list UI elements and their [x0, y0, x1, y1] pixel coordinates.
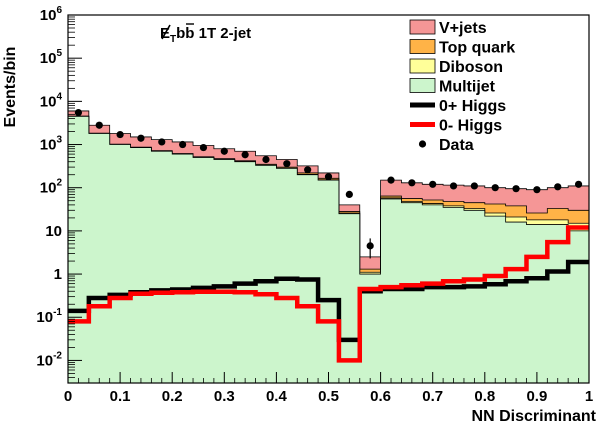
x-tick-label: 0.5 [318, 388, 339, 405]
x-tick-label: 0.1 [110, 388, 131, 405]
data-point [241, 151, 249, 159]
data-point [304, 166, 312, 174]
x-tick-label: 0.7 [422, 388, 443, 405]
data-point [220, 147, 228, 155]
data-point [408, 179, 416, 187]
data-point [366, 242, 374, 250]
data-points [74, 108, 583, 259]
y-tick-label: 102 [40, 178, 63, 197]
y-tick-label: 10 [45, 223, 62, 240]
data-point [345, 190, 353, 198]
legend-label-diboson: Diboson [439, 59, 503, 76]
x-tick-label: 0.9 [526, 388, 547, 405]
data-point [554, 183, 562, 191]
svg-text:ETbb 1T 2-jet: ETbb 1T 2-jet [160, 25, 251, 45]
legend-label-multijet: Multijet [439, 79, 496, 96]
x-tick-label: 0.4 [266, 388, 288, 405]
stacked-histograms [67, 110, 590, 384]
data-point [533, 186, 541, 194]
legend-swatch-data [418, 140, 427, 148]
legend-label-top-quark: Top quark [439, 40, 515, 57]
data-point [158, 138, 166, 146]
legend-label-v-jets: V+jets [439, 20, 487, 37]
x-tick-label: 1 [585, 388, 593, 405]
y-tick-label: 1 [54, 266, 62, 283]
data-point [387, 176, 395, 184]
x-tick-label: 0.2 [162, 388, 183, 405]
legend: V+jets Top quark Diboson Multijet 0+ Higgs 0-… [409, 19, 515, 154]
y-axis-title: Events/bin [2, 47, 19, 128]
legend-label-0-higgs: 0+ Higgs [439, 98, 506, 115]
y-tick-label: 104 [40, 91, 63, 110]
data-point [137, 134, 145, 142]
x-tick-label: 0.3 [214, 388, 235, 405]
y-tick-label: 103 [40, 135, 63, 154]
data-point [283, 160, 291, 168]
stack-multijet [67, 115, 590, 384]
series-0-higgs [68, 225, 589, 363]
legend-swatch-top-quark [409, 39, 436, 54]
data-point [574, 180, 583, 188]
data-point [324, 173, 333, 181]
data-point [449, 182, 458, 190]
chart-title: ETbb 1T 2-jet [160, 23, 251, 45]
data-point [199, 143, 208, 152]
data-point [491, 184, 499, 192]
y-tick-label: 10-2 [36, 350, 62, 369]
legend-swatch-v-jets [409, 19, 436, 35]
data-point [429, 180, 437, 188]
legend-label-0-higgs: 0- Higgs [439, 118, 502, 135]
data-point [95, 121, 103, 129]
data-point [74, 108, 83, 117]
data-point [512, 185, 520, 193]
x-tick-label: 0.6 [370, 388, 391, 405]
axes: 0 0.1 0.2 0.3 0.4 0.5 0.6 0.7 0.8 0.9 1 10-2 10-1 1 10… [36, 5, 593, 405]
data-point [262, 155, 270, 164]
x-tick-label: 0 [64, 388, 72, 405]
data-point [470, 182, 478, 190]
legend-label-data: Data [439, 137, 474, 154]
data-point [116, 130, 124, 139]
data-point [179, 140, 187, 149]
x-axis-title: NN Discriminant [472, 408, 597, 425]
x-tick-label: 0.8 [474, 388, 495, 405]
legend-swatch-diboson [409, 58, 436, 74]
y-tick-label: 106 [40, 5, 63, 24]
y-tick-label: 105 [40, 48, 63, 67]
higgs-lines [68, 225, 589, 363]
y-tick-label: 10-1 [36, 307, 62, 326]
legend-swatch-multijet [409, 78, 436, 93]
met-slash [161, 24, 171, 40]
